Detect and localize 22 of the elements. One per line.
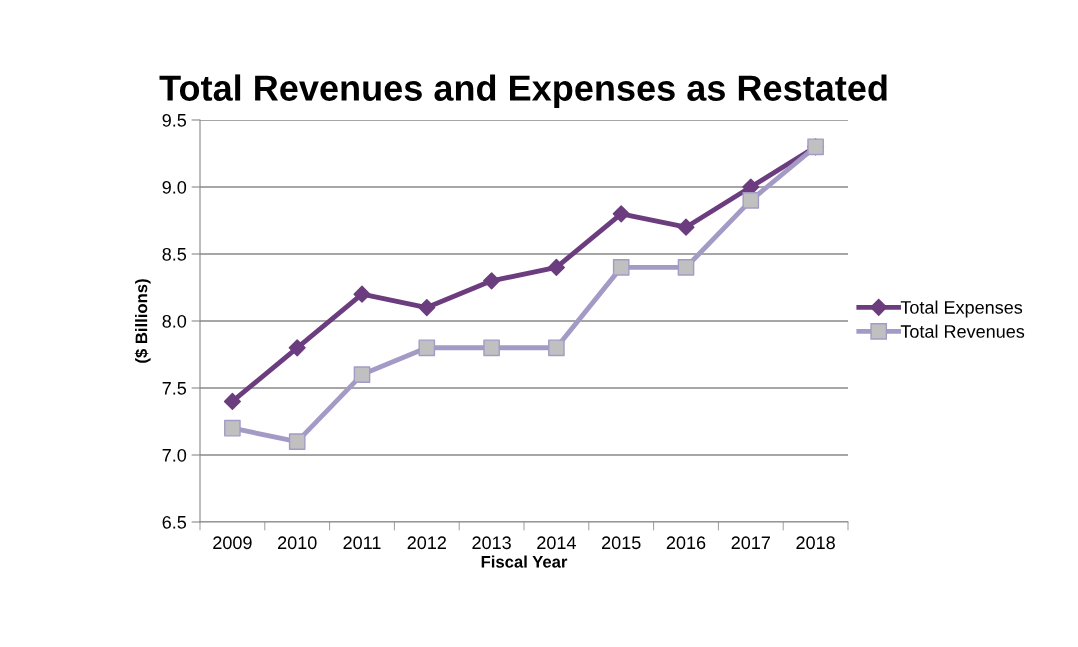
- x-tick-label: 2013: [472, 536, 511, 550]
- x-tick-label: 2017: [731, 536, 770, 550]
- x-tick-label: 2012: [407, 536, 446, 550]
- x-tick-label: 2010: [278, 536, 317, 550]
- chart-title: Total Revenues and Expenses as Restated: [159, 74, 887, 109]
- y-tick-label: 8.5: [162, 247, 187, 261]
- y-tick-label: 6.5: [162, 515, 187, 529]
- legend-label: Total Expenses: [900, 300, 1023, 318]
- x-axis-title: Fiscal Year: [481, 555, 568, 568]
- y-tick-label: 9.5: [162, 113, 187, 127]
- x-tick-label: 2018: [796, 536, 835, 550]
- y-tick-label: 8.0: [162, 314, 187, 328]
- x-tick-label: 2011: [343, 536, 381, 550]
- x-tick-label: 2014: [537, 536, 576, 550]
- x-tick-label: 2015: [602, 536, 641, 550]
- x-tick-label: 2016: [666, 536, 706, 550]
- y-tick-label: 7.0: [162, 448, 187, 462]
- y-axis-title: ($ Billions): [134, 279, 151, 363]
- y-tick-label: 9.0: [162, 180, 187, 194]
- y-tick-label: 7.5: [162, 382, 187, 395]
- legend-label: Total Revenues: [900, 324, 1025, 338]
- x-tick-label: 2009: [213, 536, 252, 550]
